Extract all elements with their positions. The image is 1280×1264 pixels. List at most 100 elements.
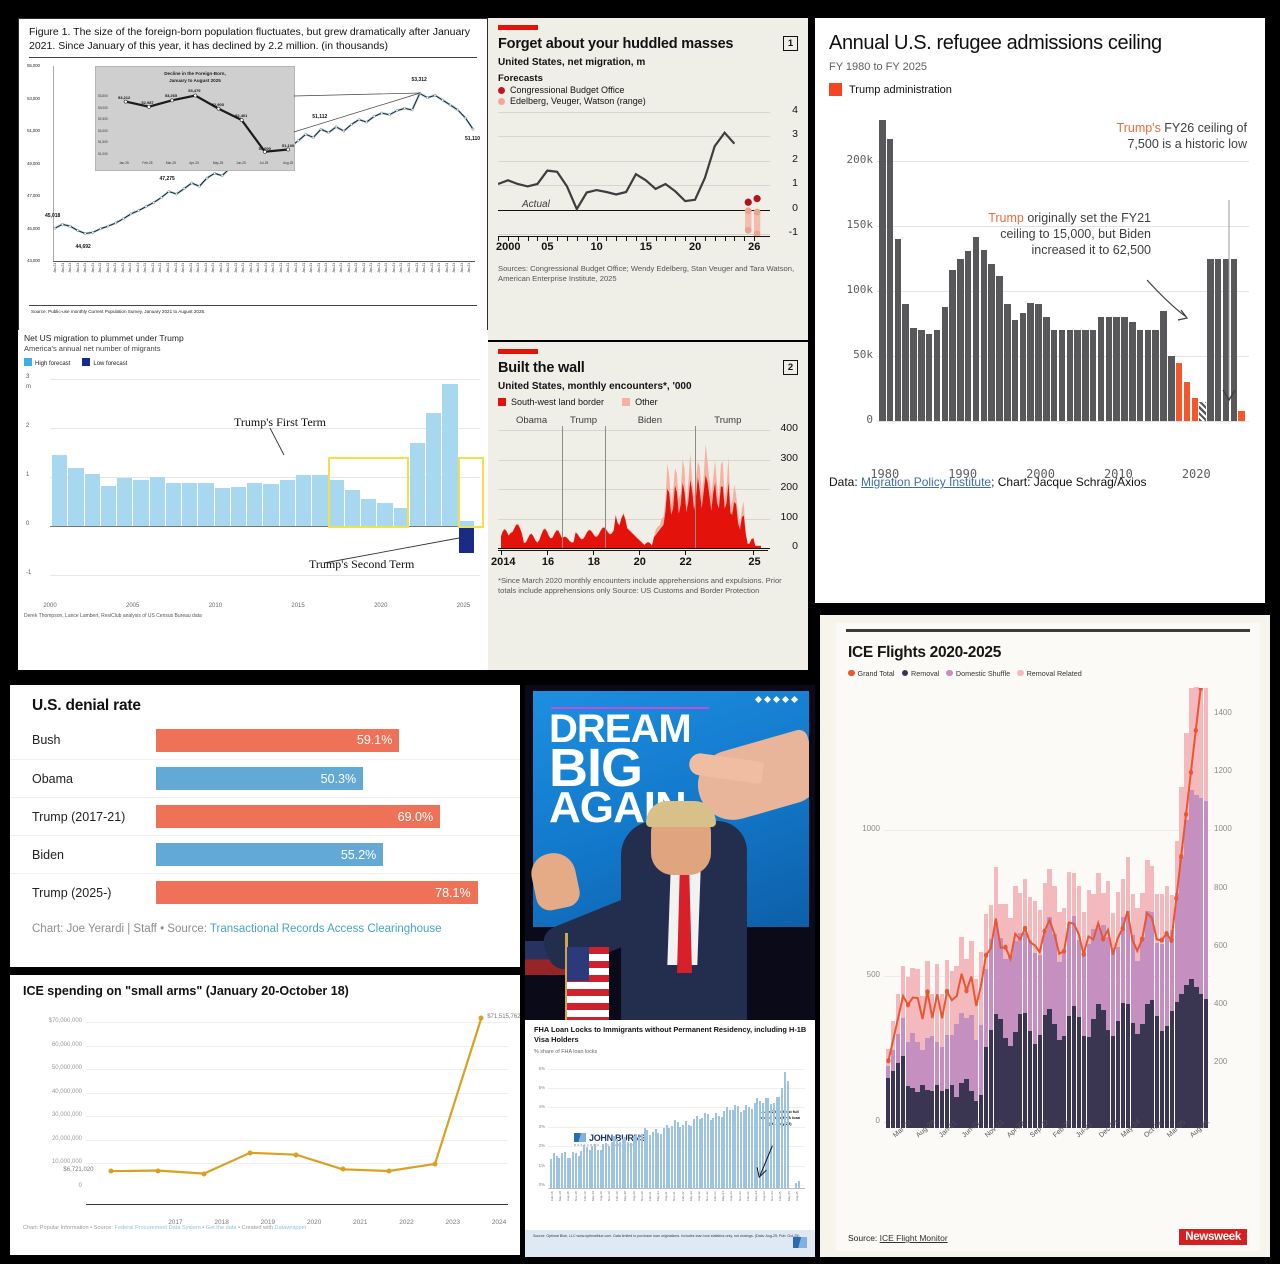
denial-source-link[interactable]: Transactional Records Access Clearinghou… — [209, 923, 442, 935]
iceflights-segment-domestic-shuffle — [964, 1018, 969, 1079]
resi-bar-column — [100, 379, 117, 575]
iceflights-legend-item: Domestic Shuffle — [946, 669, 1010, 678]
resi-gridline — [50, 526, 480, 527]
resi-bar — [198, 483, 214, 526]
econ2-y-tick: 200 — [780, 481, 798, 493]
cis-inset-x-tick: Jul-25 — [259, 161, 269, 166]
resi-bar — [344, 490, 361, 526]
iceflights-segment-removal — [1013, 1032, 1018, 1128]
econ1-x-tickmark — [527, 237, 529, 241]
iceflights-segment-removal — [1110, 1036, 1116, 1128]
denial-value-label: 55.2% — [340, 847, 377, 862]
iceflights-segment-removal — [969, 1090, 974, 1128]
iceflights-segment-removal-related — [934, 963, 940, 1042]
denial-bar: 59.1% — [156, 728, 400, 752]
iceflights-bar-column — [1076, 688, 1082, 1128]
denial-rows: Bush 59.1% Obama 50.3% Trump (2017-21) 69.0% B… — [10, 721, 520, 911]
econ2-x-tickmark — [753, 551, 755, 555]
denial-row-label: Biden — [32, 847, 64, 862]
iceflights-bar-column — [1047, 688, 1052, 1128]
fha-x-tick: Aug-25 — [794, 1191, 799, 1201]
iceflights-segment-removal — [1174, 1002, 1179, 1128]
iceflights-bar-column — [905, 688, 910, 1128]
cis-point-label: 53,312 — [411, 76, 427, 83]
iceflights-segment-removal-related — [959, 937, 964, 1013]
iceflights-bar-column — [1052, 688, 1057, 1128]
axios-bar — [933, 330, 941, 421]
iceflights-segment-domestic-shuffle — [1125, 911, 1131, 1005]
cis-x-tick: Jan-21 — [226, 263, 231, 274]
resi-x-tick: 2010 — [208, 603, 223, 609]
fha-x-tick: Aug-19 — [598, 1191, 603, 1201]
cis-x-tick: Jan-21 — [181, 263, 186, 274]
cis-inset-y-tick: 53,500 — [98, 93, 108, 98]
fha-loan-locks-panel: FHA Loan Locks to Immigrants without Per… — [525, 1020, 815, 1257]
axios-note2-highlight: Trump — [988, 211, 1024, 225]
axios-bar — [1136, 330, 1144, 421]
iceflights-segment-removal-related — [974, 978, 979, 1040]
econ1-x-tickmark — [576, 237, 578, 241]
axios-source-link[interactable]: Migration Policy Institute — [861, 475, 992, 489]
denial-bar-track: 78.1% — [156, 881, 506, 904]
iceflights-segment-removal-related — [1106, 881, 1111, 937]
econ2-x-tick: 2014 — [491, 556, 516, 568]
resi-bar — [214, 487, 230, 526]
fha-bars — [550, 1059, 803, 1189]
iceflights-segment-domestic-shuffle — [1071, 915, 1077, 1006]
econ2-x-axis — [498, 550, 768, 552]
cis-x-tick: Jan-21 — [437, 263, 442, 274]
econ1-x-tickmark — [704, 237, 706, 241]
iceflights-segment-removal — [964, 1078, 969, 1128]
iceflights-segment-removal — [1106, 1029, 1111, 1128]
econ2-president-band: Biden — [637, 415, 662, 426]
axios-bar — [1183, 382, 1191, 421]
iceflights-source-link[interactable]: ICE Flight Monitor — [879, 1233, 948, 1243]
iceflights-segment-removal — [1071, 1005, 1077, 1128]
fha-x-tick: May-21 — [656, 1190, 661, 1201]
fha-bar — [726, 1106, 729, 1189]
fha-bar — [621, 1138, 624, 1189]
trump-tie — [677, 873, 692, 973]
iceflights-bar-column — [1096, 688, 1101, 1128]
resi-second-term-annotation: Trump's Second Term — [309, 557, 415, 572]
icespend-link-getdata[interactable]: Get the data — [205, 1225, 237, 1231]
cis-divider — [29, 57, 477, 59]
iceflights-segment-domestic-shuffle — [1115, 946, 1121, 1022]
iceflights-segment-removal — [1096, 1003, 1101, 1128]
axios-bar — [1027, 302, 1034, 421]
axios-bar — [1238, 411, 1245, 421]
fha-bar — [704, 1112, 707, 1189]
fha-bar — [599, 1150, 602, 1189]
icespend-point — [201, 1171, 207, 1177]
fha-bar — [706, 1114, 709, 1189]
fha-bar — [660, 1134, 663, 1189]
iceflights-bar-column — [1101, 688, 1106, 1128]
iceflights-segment-removal-related — [1047, 868, 1052, 917]
icespend-x-tick: 2024 — [491, 1219, 507, 1226]
icespend-link-datawrapper[interactable]: Datawrapper — [274, 1225, 307, 1231]
cis-x-tick: Jan-21 — [422, 263, 427, 274]
iceflights-y-left-tick: 0 — [875, 1115, 880, 1125]
resi-y-tick: 1 — [26, 472, 30, 478]
resi-x-tick: 2025 — [456, 603, 471, 609]
fha-x-tick: Feb-18 — [550, 1191, 554, 1201]
icespend-point — [155, 1168, 161, 1173]
iceflights-bar-column — [1189, 687, 1194, 1128]
fha-bar — [687, 1124, 690, 1189]
fha-bar — [753, 1102, 756, 1189]
denial-bar: 78.1% — [156, 881, 478, 904]
axios-refugee-panel: Annual U.S. refugee admissions ceiling F… — [815, 18, 1265, 603]
icespend-link-fpds[interactable]: Federal Procurement Data System — [114, 1225, 201, 1231]
resi-bar-column — [68, 379, 84, 575]
iceflights-segment-removal-related — [1203, 687, 1209, 801]
iceflights-segment-domestic-shuffle — [939, 1046, 945, 1091]
econ2-chart-area: 400 300 200 100 0 Obama Trump Biden Trump 2014 16 1… — [491, 412, 798, 572]
iceflights-segment-removal — [1066, 1016, 1072, 1128]
axios-y-tick: 0 — [866, 413, 873, 426]
resi-second-term-box — [457, 457, 484, 529]
icespend-x-tick: 2021 — [353, 1219, 368, 1226]
cis-inset-x-tick: May-25 — [212, 161, 224, 166]
fha-bar — [723, 1110, 726, 1189]
fha-bar — [646, 1130, 649, 1189]
econ1-legend-item: Congressional Budget Office — [498, 85, 798, 95]
